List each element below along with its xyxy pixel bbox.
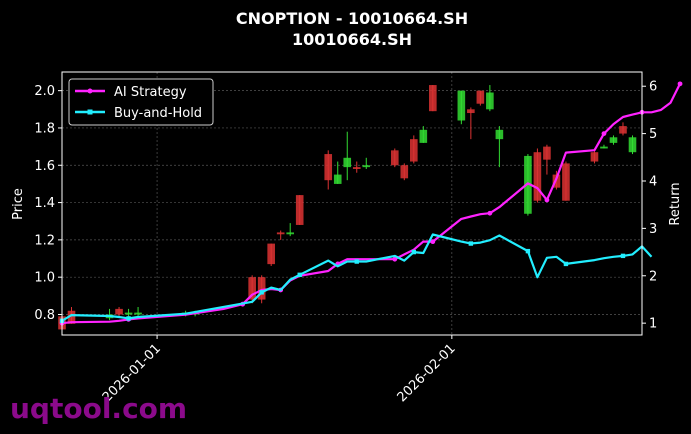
candle-body (134, 312, 142, 315)
price-axis: 0.8 1.0 1.2 1.4 1.6 1.8 2.0 (34, 84, 62, 323)
candle-body (333, 174, 342, 184)
chart-subtitle: 10010664.SH (292, 30, 412, 49)
candle-body (124, 312, 133, 315)
candle-body (286, 232, 294, 235)
candle-body (562, 163, 570, 201)
candle-body (467, 109, 475, 114)
candle-body (67, 310, 76, 324)
candle-body (543, 146, 551, 160)
candle-body (257, 277, 266, 300)
candle-body (343, 157, 352, 168)
candle-body (533, 152, 542, 201)
x-tick-label: 2026-02-01 (395, 341, 459, 405)
series-marker-buy-and-hold (468, 241, 474, 246)
candle-body (429, 85, 437, 112)
y2-axis-label: Return (668, 182, 683, 225)
series-marker-buy-and-hold (563, 261, 569, 267)
y-tick-label: 1.6 (34, 159, 55, 174)
series-marker-buy-and-hold (126, 316, 131, 321)
legend-marker-buy-and-hold (87, 109, 93, 115)
candle-body (276, 232, 285, 235)
series-line-buy-and-hold (61, 233, 653, 322)
candle-body (267, 243, 275, 265)
candle-body (115, 308, 123, 315)
legend-label-buy-and-hold: Buy-and-Hold (114, 106, 202, 121)
plot-frame (61, 71, 643, 336)
y2-tick-label: 3 (649, 222, 657, 237)
y-tick-label: 1.0 (34, 271, 55, 286)
candle-body (486, 92, 494, 110)
y2-tick-label: 5 (649, 127, 657, 142)
candles (58, 85, 637, 334)
series-marker-ai-strategy (392, 256, 398, 262)
candle-body (410, 139, 418, 162)
candle-body (248, 277, 256, 300)
return-axis: 1 2 3 4 5 6 (642, 80, 657, 332)
series-marker-ai-strategy (677, 81, 683, 87)
candle-body (476, 90, 485, 104)
chart-title: CNOPTION - 10010664.SH (236, 9, 468, 28)
series-line-ai-strategy (61, 83, 681, 325)
y-tick-label: 1.8 (34, 121, 55, 136)
y2-tick-label: 2 (649, 269, 657, 284)
y-tick-label: 1.2 (34, 233, 55, 248)
y2-tick-label: 1 (649, 317, 657, 332)
candle-body (324, 154, 333, 181)
series-marker-buy-and-hold (259, 290, 264, 295)
y2-tick-label: 4 (649, 174, 657, 189)
series-marker-ai-strategy (601, 131, 607, 137)
series-marker-buy-and-hold (354, 259, 359, 264)
candle-body (524, 155, 532, 214)
legend-label-ai-strategy: AI Strategy (114, 85, 187, 100)
series-marker-ai-strategy (430, 239, 436, 245)
y-tick-label: 0.8 (34, 308, 55, 323)
candle-body (457, 90, 466, 121)
candle-body (609, 137, 618, 143)
watermark-text: uqtool.com (10, 392, 187, 425)
candle-body (390, 150, 399, 166)
series-marker-buy-and-hold (620, 253, 626, 259)
candle-body (590, 152, 599, 162)
series-marker-ai-strategy (487, 210, 493, 216)
y-tick-label: 2.0 (34, 84, 55, 99)
series-marker-buy-and-hold (297, 272, 302, 278)
candle-body (419, 129, 428, 143)
legend-marker-ai-strategy (87, 88, 93, 94)
series-marker-buy-and-hold (411, 249, 417, 255)
legend: AI Strategy Buy-and-Hold (68, 78, 214, 126)
series-marker-ai-strategy (544, 197, 550, 203)
candle-body (352, 167, 361, 169)
candle-body (362, 165, 371, 168)
candle-body (628, 137, 637, 153)
candle-body (619, 126, 627, 134)
series-marker-buy-and-hold (525, 248, 531, 254)
candle-body (600, 146, 608, 149)
y2-tick-label: 6 (649, 80, 657, 95)
y-axis-label: Price (11, 188, 26, 220)
candle-body (495, 129, 504, 140)
candle-body (295, 195, 304, 225)
candle-body (400, 165, 409, 179)
y-tick-label: 1.4 (34, 196, 55, 211)
